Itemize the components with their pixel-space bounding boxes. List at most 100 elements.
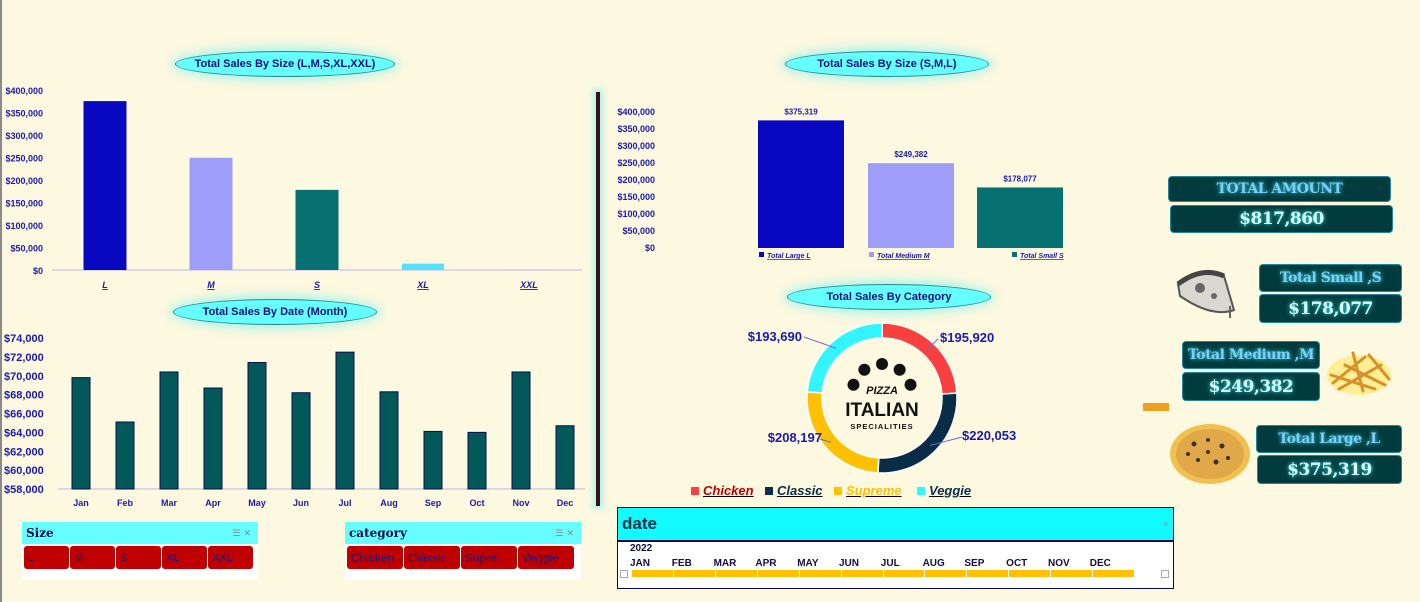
timeline-month-label: DEC — [1089, 558, 1111, 569]
x-tick-label: May — [248, 498, 266, 508]
bar-aug[interactable] — [379, 391, 399, 490]
kpi-medium-value: $249,382 — [1182, 372, 1320, 401]
slicer-item-xl[interactable]: XL — [162, 546, 207, 569]
timeline-month-jan[interactable] — [632, 570, 673, 577]
x-tick-label: XL — [416, 280, 429, 290]
clear-filter-icon[interactable]: ✕ — [1162, 519, 1169, 529]
bar-medium[interactable] — [868, 163, 954, 248]
chart-title-month: Total Sales By Date (Month) — [173, 299, 377, 325]
x-tick-label: Sep — [425, 498, 442, 508]
bar-sep[interactable] — [423, 430, 443, 490]
slicer-item-supre[interactable]: Supre... — [461, 546, 517, 569]
timeline-month-oct[interactable] — [1009, 570, 1051, 577]
scroll-left-icon[interactable] — [620, 570, 628, 578]
bar-jan[interactable] — [71, 377, 91, 490]
chart-size-all[interactable]: $400,000 $350,000 $300,000 $250,000 $200,000… — [0, 80, 590, 295]
x-tick-label: Oct — [469, 498, 484, 508]
leader-line — [929, 436, 963, 446]
legend-item-chicken[interactable]: Chicken — [691, 483, 754, 498]
x-tick-label: M — [207, 280, 215, 290]
y-tick-label: $350,000 — [5, 109, 43, 119]
bar-feb[interactable] — [115, 421, 135, 490]
multi-select-icon[interactable]: ☰ — [555, 527, 567, 538]
bar-large[interactable] — [758, 120, 844, 248]
scroll-right-icon[interactable] — [1161, 570, 1169, 578]
timeline-month-feb[interactable] — [673, 570, 715, 577]
bar-apr[interactable] — [203, 387, 223, 490]
bar-dec[interactable] — [555, 425, 575, 490]
timeline-month-dec[interactable] — [1093, 570, 1135, 577]
timeline-month-mar[interactable] — [715, 570, 757, 577]
bar-nov[interactable] — [511, 371, 531, 490]
y-tick-label: $200,000 — [5, 176, 43, 186]
y-tick-label: $150,000 — [5, 199, 43, 209]
slicer-item-veggie[interactable]: Veggie — [518, 546, 574, 569]
timeline-title: date — [622, 514, 657, 533]
y-tick-label: $74,000 — [4, 333, 44, 345]
slicer-item-xxl[interactable]: XXL — [208, 546, 253, 569]
chart-title-size-all: Total Sales By Size (L,M,S,XL,XXL) — [175, 51, 395, 77]
timeline-month-label: MAR — [713, 558, 737, 569]
bar-may[interactable] — [247, 362, 267, 490]
clear-filter-icon[interactable]: ✕ — [566, 527, 577, 538]
timeline-month-label: JAN — [630, 558, 651, 569]
legend-item-classic[interactable]: Classic — [765, 483, 823, 498]
bar-oct[interactable] — [467, 431, 487, 490]
timeline-month-jul[interactable] — [883, 570, 925, 577]
slicer-item-classic[interactable]: Classic — [404, 546, 460, 569]
kpi-small-value: $178,077 — [1259, 294, 1402, 323]
chart-title-category: Total Sales By Category — [787, 284, 991, 310]
chart-category-donut[interactable]: $195,920 $220,053 $208,197 $193,690 PIZZA ITA… — [700, 310, 1060, 480]
timeline-month-aug[interactable] — [925, 570, 967, 577]
y-tick-label: $60,000 — [4, 465, 44, 477]
slicer-size[interactable]: Size ☰✕ L M S XL XXL — [22, 522, 258, 580]
timeline-month-may[interactable] — [799, 570, 841, 577]
legend-label: Total Small S — [1020, 253, 1064, 260]
timeline-month-sep[interactable] — [967, 570, 1009, 577]
slicer-item-chicken[interactable]: Chicken — [347, 546, 403, 569]
bar-small[interactable] — [977, 187, 1063, 248]
window-left-edge — [0, 0, 2, 602]
x-tick-label: Jul — [338, 498, 351, 508]
timeline-month-jun[interactable] — [841, 570, 883, 577]
clear-filter-icon[interactable]: ✕ — [243, 527, 254, 538]
y-tick-label: $62,000 — [4, 446, 44, 458]
timeline-month-nov[interactable] — [1051, 570, 1093, 577]
y-tick-label: $250,000 — [617, 158, 655, 168]
slicer-item-s[interactable]: S — [116, 546, 161, 569]
bar-xl[interactable] — [402, 263, 444, 270]
pizza-icon — [1170, 424, 1250, 484]
bar-jun[interactable] — [291, 392, 311, 490]
slicer-size-header: Size ☰✕ — [22, 522, 258, 544]
bar-m[interactable] — [189, 157, 233, 270]
kpi-total-value: $817,860 — [1170, 205, 1393, 233]
bar-l[interactable] — [83, 101, 127, 270]
logo-oven-brick — [893, 363, 906, 376]
legend-item-veggie[interactable]: Veggie — [917, 483, 971, 498]
timeline-month-label: OCT — [1006, 558, 1028, 569]
legend-item-supreme[interactable]: Supreme — [834, 483, 902, 498]
logo-oven-brick — [904, 378, 917, 391]
timeline-date[interactable]: date ✕ 2022 JAN FEB MAR APR MAY JUN JUL AUG SEP O… — [617, 507, 1174, 589]
bar-jul[interactable] — [335, 351, 355, 490]
chart-month[interactable]: $74,000 $72,000 $70,000 $68,000 $66,000 $64,0… — [0, 328, 590, 513]
timeline-month-apr[interactable] — [757, 570, 799, 577]
y-tick-label: $68,000 — [4, 390, 44, 402]
kpi-medium-label: Total Medium ,M — [1182, 341, 1320, 369]
y-tick-label: $100,000 — [5, 221, 43, 231]
chart-size-sml[interactable]: $400,000 $350,000 $300,000 $250,000 $200,000… — [605, 100, 1075, 265]
slicer-item-l[interactable]: L — [24, 546, 69, 569]
legend-swatch — [917, 486, 925, 495]
kpi-small-label: Total Small ,S — [1259, 264, 1402, 292]
x-tick-label: Jun — [293, 498, 309, 508]
timeline-month-label: JUL — [880, 558, 900, 569]
slicer-category[interactable]: category ☰✕ Chicken Classic Supre... Veggie — [345, 522, 581, 580]
y-tick-label: $400,000 — [5, 86, 43, 96]
x-tick-label: Jan — [73, 498, 89, 508]
bar-mar[interactable] — [159, 371, 179, 490]
multi-select-icon[interactable]: ☰ — [232, 527, 244, 538]
slice-veggie[interactable] — [806, 322, 883, 394]
legend-swatch — [869, 252, 874, 257]
bar-s[interactable] — [295, 189, 339, 270]
slicer-item-m[interactable]: M — [70, 546, 115, 569]
